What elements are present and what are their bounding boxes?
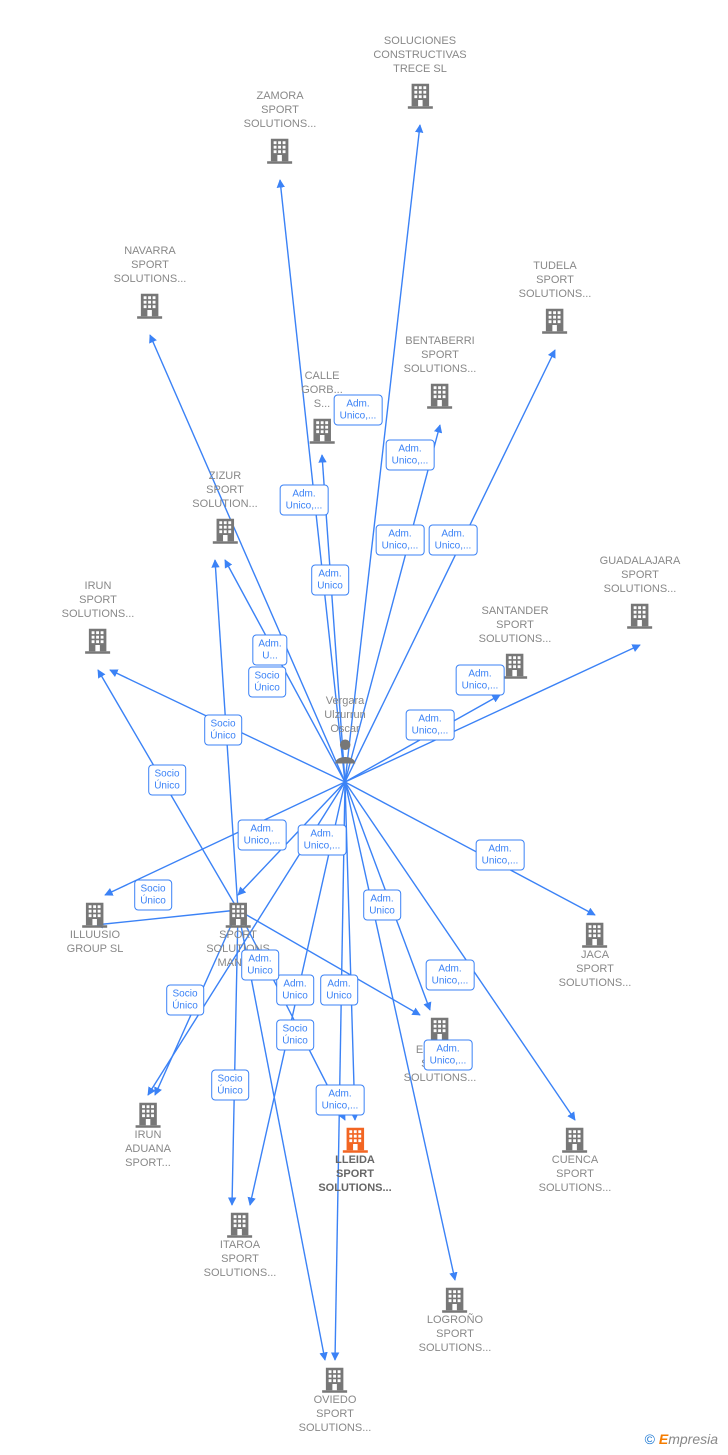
- building-icon: [265, 135, 295, 165]
- edge-label: Adm.Unico,...: [406, 710, 455, 741]
- building-icon: [320, 1364, 350, 1394]
- watermark: © Empresia: [645, 1431, 718, 1447]
- building-icon: [405, 80, 435, 110]
- edge-label: Adm.Unico,...: [316, 1085, 365, 1116]
- building-icon: [83, 625, 113, 655]
- building-icon: [560, 1124, 590, 1154]
- edge-label: Adm.Unico,...: [386, 440, 435, 471]
- edge-label: Adm.Unico,...: [280, 485, 329, 516]
- node-jaca[interactable]: JACASPORTSOLUTIONS...: [559, 915, 632, 990]
- node-label: CUENCASPORTSOLUTIONS...: [539, 1154, 612, 1195]
- node-label: OVIEDOSPORTSOLUTIONS...: [299, 1394, 372, 1435]
- building-icon: [440, 1284, 470, 1314]
- copyright-symbol: ©: [645, 1431, 655, 1447]
- node-label: ILLUUSIOGROUP SL: [67, 929, 124, 957]
- node-label: BENTABERRISPORTSOLUTIONS...: [404, 335, 477, 376]
- node-label: SOLUCIONESCONSTRUCTIVASTRECE SL: [373, 35, 466, 76]
- node-label: NAVARRASPORTSOLUTIONS...: [114, 245, 187, 286]
- node-label: IRUNSPORTSOLUTIONS...: [62, 580, 135, 621]
- edge-label: Adm.Unico: [276, 975, 314, 1006]
- edge-label: SocioÚnico: [248, 667, 286, 698]
- edge-label: Adm.Unico,...: [238, 820, 287, 851]
- edge-label: Adm.Unico,...: [429, 525, 478, 556]
- node-label: GUADALAJARASPORTSOLUTIONS...: [600, 555, 681, 596]
- center-person[interactable]: VergaraUlzurrunOscar: [324, 695, 366, 771]
- edge-label: Adm.U...: [252, 635, 287, 666]
- edge-label: SocioÚnico: [148, 765, 186, 796]
- node-cuenca[interactable]: CUENCASPORTSOLUTIONS...: [539, 1120, 612, 1195]
- node-label: ZAMORASPORTSOLUTIONS...: [244, 90, 317, 131]
- node-label: ITAROASPORTSOLUTIONS...: [204, 1239, 277, 1280]
- node-soluciones-constructivas[interactable]: SOLUCIONESCONSTRUCTIVASTRECE SL: [373, 35, 466, 110]
- node-lleida[interactable]: LLEIDASPORTSOLUTIONS...: [318, 1120, 391, 1195]
- edge-label: SocioÚnico: [134, 880, 172, 911]
- node-irun-aduana[interactable]: IRUNADUANASPORT...: [125, 1095, 171, 1170]
- edge-label: SocioÚnico: [276, 1020, 314, 1051]
- node-bentaberri[interactable]: BENTABERRISPORTSOLUTIONS...: [404, 335, 477, 410]
- edge-label: Adm.Unico: [311, 565, 349, 596]
- node-tudela[interactable]: TUDELASPORTSOLUTIONS...: [519, 260, 592, 335]
- building-icon: [225, 1209, 255, 1239]
- edge-label: Adm.Unico,...: [334, 395, 383, 426]
- node-oviedo[interactable]: OVIEDOSPORTSOLUTIONS...: [299, 1360, 372, 1435]
- edge-label: Adm.Unico: [241, 950, 279, 981]
- node-label: SANTANDERSPORTSOLUTIONS...: [479, 605, 552, 646]
- node-navarra[interactable]: NAVARRASPORTSOLUTIONS...: [114, 245, 187, 320]
- edge-label: Adm.Unico,...: [376, 525, 425, 556]
- building-icon: [625, 600, 655, 630]
- node-label: LLEIDASPORTSOLUTIONS...: [318, 1154, 391, 1195]
- edge-label: Adm.Unico,...: [456, 665, 505, 696]
- edge-label: SocioÚnico: [204, 715, 242, 746]
- building-icon: [425, 380, 455, 410]
- building-icon: [223, 899, 253, 929]
- node-label: JACASPORTSOLUTIONS...: [559, 949, 632, 990]
- edge-label: Adm.Unico,...: [426, 960, 475, 991]
- edge-label: SocioÚnico: [166, 985, 204, 1016]
- node-label: LOGROÑOSPORTSOLUTIONS...: [419, 1314, 492, 1355]
- edge: [335, 782, 345, 1360]
- brand-e: E: [659, 1431, 668, 1447]
- person-icon: [330, 736, 360, 766]
- node-zamora[interactable]: ZAMORASPORTSOLUTIONS...: [244, 90, 317, 165]
- node-label: IRUNADUANASPORT...: [125, 1129, 171, 1170]
- building-icon: [540, 305, 570, 335]
- building-icon: [80, 899, 110, 929]
- building-icon: [307, 415, 337, 445]
- building-icon: [210, 515, 240, 545]
- node-illuusio[interactable]: ILLUUSIOGROUP SL: [67, 895, 124, 957]
- building-icon: [133, 1099, 163, 1129]
- building-icon: [580, 919, 610, 949]
- edge: [345, 782, 355, 1120]
- edge-label: Adm.Unico,...: [424, 1040, 473, 1071]
- node-label: TUDELASPORTSOLUTIONS...: [519, 260, 592, 301]
- edge-label: Adm.Unico,...: [476, 840, 525, 871]
- node-guadalajara[interactable]: GUADALAJARASPORTSOLUTIONS...: [600, 555, 681, 630]
- node-logrono[interactable]: LOGROÑOSPORTSOLUTIONS...: [419, 1280, 492, 1355]
- brand-rest: mpresia: [668, 1431, 718, 1447]
- building-icon: [500, 650, 530, 680]
- node-label: ZIZURSPORTSOLUTION...: [192, 470, 257, 511]
- edge-label: Adm.Unico,...: [298, 825, 347, 856]
- edge-label: Adm.Unico: [363, 890, 401, 921]
- node-irun[interactable]: IRUNSPORTSOLUTIONS...: [62, 580, 135, 655]
- person-label: VergaraUlzurrunOscar: [324, 695, 366, 736]
- edge-label: Adm.Unico: [320, 975, 358, 1006]
- node-zizur[interactable]: ZIZURSPORTSOLUTION...: [192, 470, 257, 545]
- edge-label: SocioÚnico: [211, 1070, 249, 1101]
- node-itaroa[interactable]: ITAROASPORTSOLUTIONS...: [204, 1205, 277, 1280]
- building-icon: [135, 290, 165, 320]
- building-icon: [340, 1124, 370, 1154]
- edge: [280, 180, 345, 782]
